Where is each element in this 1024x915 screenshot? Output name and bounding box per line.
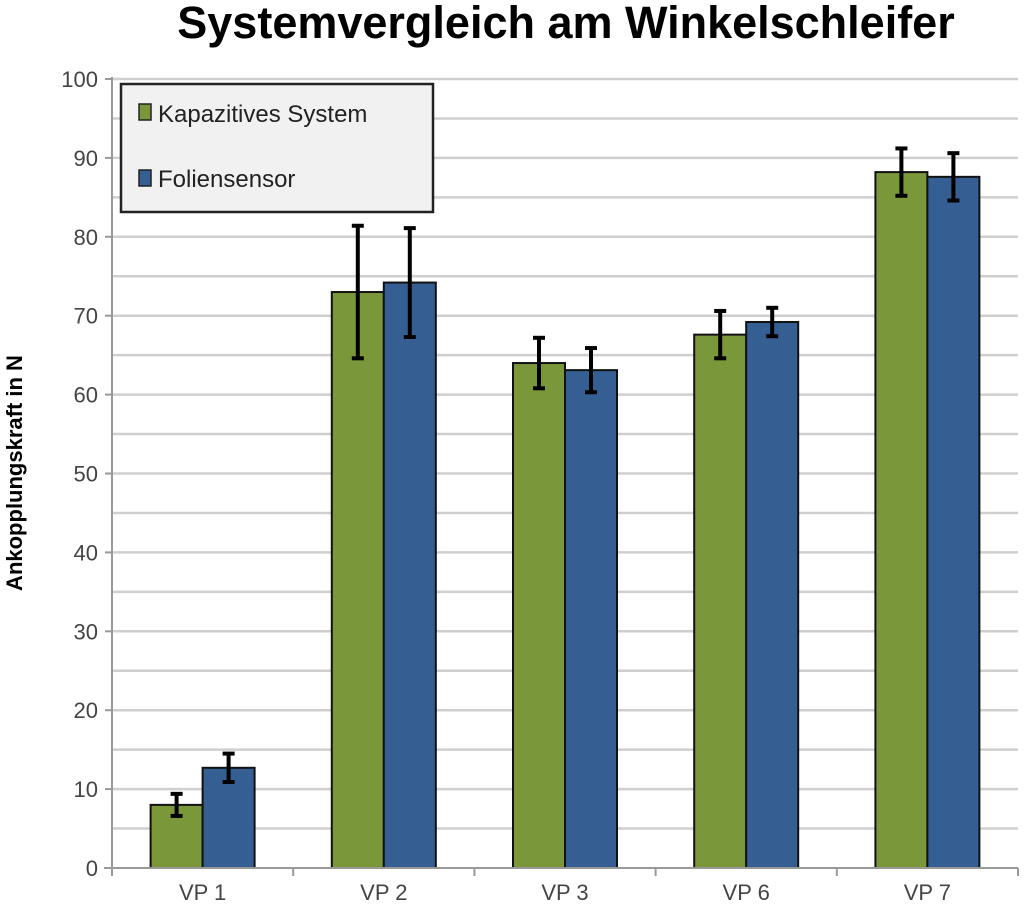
- y-tick-label: 70: [74, 304, 98, 329]
- y-tick-label: 90: [74, 146, 98, 171]
- y-tick-label: 10: [74, 777, 98, 802]
- bar-vp2-foliensensor: [382, 281, 437, 869]
- bar-vp6-foliensensor: [745, 321, 800, 869]
- x-tick-label: VP 2: [360, 880, 407, 905]
- error-bar: [714, 308, 727, 361]
- x-tick-label: VP 7: [904, 880, 951, 905]
- y-tick-label: 0: [86, 856, 98, 881]
- y-tick-label: 80: [74, 225, 98, 250]
- x-tick-label: VP 6: [723, 880, 770, 905]
- error-bar: [222, 751, 235, 784]
- chart-title: Systemvergleich am Winkelschleifer: [177, 0, 954, 48]
- legend-label-kapazitives: Kapazitives System: [158, 101, 367, 128]
- y-tick-label: 40: [74, 540, 98, 565]
- bar-vp7-foliensensor: [926, 175, 981, 869]
- x-tick-label: VP 1: [179, 880, 226, 905]
- y-tick-label: 50: [74, 462, 98, 487]
- legend-swatch-foliensensor: [138, 169, 152, 187]
- legend-label-foliensensor: Foliensensor: [158, 166, 295, 193]
- bar-vp7-kapazitives: [874, 171, 929, 870]
- bar-vp1-foliensensor: [201, 766, 256, 869]
- bar-vp2-kapazitives: [330, 291, 385, 869]
- legend: Kapazitives System Foliensensor: [119, 82, 435, 214]
- error-bar: [403, 226, 416, 340]
- y-tick-label: 60: [74, 383, 98, 408]
- legend-swatch-kapazitives: [138, 103, 152, 121]
- error-bar: [766, 305, 779, 339]
- error-bar: [533, 335, 545, 391]
- y-axis-label: Ankopplungskraft in N: [2, 355, 27, 591]
- error-bar: [895, 146, 908, 198]
- y-tick-label: 20: [74, 698, 98, 723]
- x-tick-label: VP 3: [541, 880, 588, 905]
- bar-vp3-foliensensor: [564, 369, 618, 869]
- error-bar: [351, 223, 364, 361]
- bar-vp3-kapazitives: [512, 362, 566, 869]
- y-tick-label: 30: [74, 619, 98, 644]
- bar-vp6-kapazitives: [693, 333, 748, 869]
- error-bar: [170, 791, 183, 818]
- error-bar: [947, 151, 960, 203]
- error-bar: [585, 346, 597, 395]
- y-tick-label: 100: [61, 67, 98, 92]
